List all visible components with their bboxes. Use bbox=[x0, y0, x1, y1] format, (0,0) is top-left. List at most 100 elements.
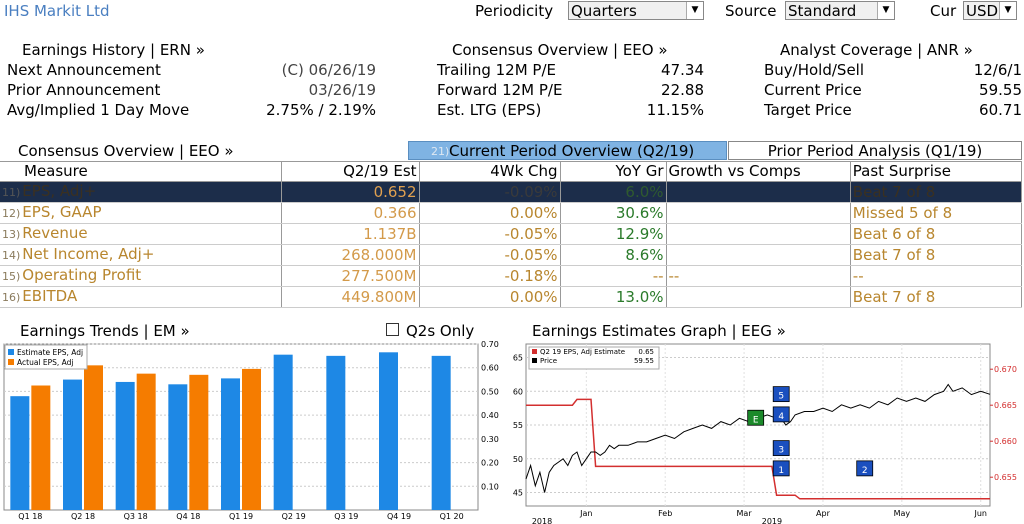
est-ltg-label: Est. LTG (EPS) bbox=[437, 101, 542, 119]
y-tick-label: 0.60 bbox=[481, 364, 499, 373]
consensus-table-title[interactable]: Consensus Overview | EEO » bbox=[18, 142, 234, 160]
source-value: Standard bbox=[788, 2, 857, 20]
legend-label: Q2 19 EPS, Adj Estimate bbox=[540, 348, 625, 356]
prior-announcement-label: Prior Announcement bbox=[7, 81, 161, 99]
actual-bar bbox=[84, 365, 103, 510]
next-announcement-label: Next Announcement bbox=[7, 61, 161, 79]
forward-pe-label: Forward 12M P/E bbox=[437, 81, 563, 99]
x-tick-label: Jun bbox=[973, 509, 987, 518]
analyst-count-marker-icon bbox=[772, 406, 790, 423]
tab-current-number: 21) bbox=[431, 145, 450, 158]
earnings-history-title[interactable]: Earnings History | ERN » bbox=[22, 41, 205, 59]
cur-label: Cur bbox=[930, 2, 957, 20]
x-tick-label: Q1 18 bbox=[18, 512, 42, 521]
y-tick-label: 0.10 bbox=[481, 482, 499, 491]
y-tick-label: 0.70 bbox=[481, 340, 499, 349]
cell-growth-vs-comps bbox=[666, 244, 851, 266]
col-growth-vs-comps[interactable]: Growth vs Comps bbox=[666, 161, 851, 182]
legend-swatch-estimate bbox=[8, 349, 14, 355]
avg-implied-move-label: Avg/Implied 1 Day Move bbox=[7, 101, 190, 119]
x-tick-label: Q1 19 bbox=[229, 512, 253, 521]
currency-value: USD bbox=[966, 2, 999, 20]
analyst-coverage-title[interactable]: Analyst Coverage | ANR » bbox=[780, 41, 973, 59]
analyst-count-marker-icon bbox=[856, 460, 874, 477]
x-tick-label: Q3 19 bbox=[334, 512, 358, 521]
marker-label: 4 bbox=[778, 412, 784, 422]
cell-yoy-gr: 8.6% bbox=[560, 244, 667, 266]
y-tick-label: 0.40 bbox=[481, 411, 499, 420]
col-4wk-chg[interactable]: 4Wk Chg bbox=[419, 161, 561, 182]
marker-label: 2 bbox=[862, 466, 868, 476]
legend-label-actual: Actual EPS, Adj bbox=[17, 358, 74, 367]
table-row[interactable]: 12) EPS, GAAP 0.366 0.00% 30.6% Missed 5 … bbox=[0, 202, 1023, 224]
current-price-label: Current Price bbox=[764, 81, 862, 99]
security-title[interactable]: IHS Markit Ltd bbox=[4, 2, 110, 20]
chevron-down-icon[interactable]: ▼ bbox=[877, 2, 894, 19]
x-tick-label: Q2 18 bbox=[71, 512, 95, 521]
currency-dropdown[interactable]: USD ▼ bbox=[963, 1, 1017, 20]
col-estimate[interactable]: Q2/19 Est bbox=[281, 161, 420, 182]
prior-announcement-value: 03/26/19 bbox=[308, 81, 376, 99]
estimate-line bbox=[526, 398, 990, 500]
legend-swatch-actual bbox=[8, 359, 14, 365]
cell-estimate: 1.137B bbox=[281, 223, 420, 245]
cell-measure: 12) EPS, GAAP bbox=[0, 202, 282, 224]
source-dropdown[interactable]: Standard ▼ bbox=[785, 1, 895, 20]
estimate-bar bbox=[168, 384, 188, 510]
periodicity-value: Quarters bbox=[571, 2, 637, 20]
y-right-tick-label: 0.670 bbox=[994, 365, 1017, 374]
cell-yoy-gr: -- bbox=[560, 265, 667, 287]
legend-value: 59.55 bbox=[634, 357, 654, 365]
y-tick-label: 0.30 bbox=[481, 435, 499, 444]
tab-current-period[interactable]: 21) Current Period Overview (Q2/19) bbox=[408, 141, 727, 160]
y-right-tick-label: 0.665 bbox=[994, 401, 1017, 410]
estimate-bar bbox=[115, 381, 135, 510]
y-tick-label: 0.20 bbox=[481, 459, 499, 468]
earnings-marker-icon bbox=[747, 409, 765, 426]
estimate-bar bbox=[273, 354, 293, 510]
periodicity-dropdown[interactable]: Quarters ▼ bbox=[568, 1, 704, 20]
col-measure[interactable]: Measure bbox=[0, 161, 282, 182]
table-row[interactable]: 13) Revenue 1.137B -0.05% 12.9% Beat 6 of… bbox=[0, 223, 1023, 245]
estimate-bar bbox=[379, 352, 398, 510]
analyst-count-marker-icon bbox=[772, 460, 790, 477]
x-tick-label: Apr bbox=[816, 509, 831, 518]
cell-past-surprise: Beat 7 of 8 bbox=[850, 181, 1023, 203]
estimate-bar bbox=[63, 379, 82, 510]
plot-area bbox=[3, 343, 479, 511]
earnings-trends-title[interactable]: Earnings Trends | EM » bbox=[20, 322, 190, 340]
chevron-down-icon[interactable]: ▼ bbox=[686, 2, 703, 19]
buy-hold-sell-label: Buy/Hold/Sell bbox=[764, 61, 865, 79]
cell-measure: 14) Net Income, Adj+ bbox=[0, 244, 282, 266]
col-past-surprise[interactable]: Past Surprise bbox=[850, 161, 1023, 182]
buy-hold-sell-value: 12/6/1 bbox=[973, 61, 1022, 79]
col-yoy-gr[interactable]: YoY Gr bbox=[560, 161, 667, 182]
tab-prior-period[interactable]: Prior Period Analysis (Q1/19) bbox=[728, 141, 1022, 160]
q2s-only-label: Q2s Only bbox=[406, 322, 475, 340]
y-right-tick-label: 0.660 bbox=[994, 437, 1017, 446]
chevron-down-icon[interactable]: ▼ bbox=[999, 2, 1016, 19]
legend-box bbox=[4, 344, 88, 370]
consensus-overview-title[interactable]: Consensus Overview | EEO » bbox=[452, 41, 668, 59]
marker-label: 1 bbox=[778, 466, 784, 476]
earnings-estimates-graph-title[interactable]: Earnings Estimates Graph | EEG » bbox=[532, 322, 786, 340]
table-row[interactable]: 14) Net Income, Adj+ 268.000M -0.05% 8.6%… bbox=[0, 244, 1023, 266]
table-row[interactable]: 16) EBITDA 449.800M 0.00% 13.0% Beat 7 of… bbox=[0, 286, 1023, 308]
x-tick-label: Q2 19 bbox=[282, 512, 306, 521]
price-line bbox=[525, 383, 991, 493]
actual-bar bbox=[189, 374, 209, 510]
cell-yoy-gr: 30.6% bbox=[560, 202, 667, 224]
y-right-tick-label: 0.655 bbox=[994, 473, 1017, 482]
estimate-bar bbox=[431, 355, 451, 510]
table-row[interactable]: 11) EPS, Adj+ 0.652 -0.09% 6.0% Beat 7 of… bbox=[0, 181, 1023, 203]
table-row[interactable]: 15) Operating Profit 277.500M -0.18% -- -… bbox=[0, 265, 1023, 287]
y-left-tick-label: 50 bbox=[513, 455, 523, 464]
est-ltg-value: 11.15% bbox=[646, 101, 704, 119]
x-tick-label: Q1 20 bbox=[440, 512, 464, 521]
avg-implied-move-value: 2.75% / 2.19% bbox=[266, 101, 376, 119]
q2s-only-checkbox[interactable] bbox=[386, 323, 399, 336]
marker-label: 5 bbox=[778, 392, 784, 402]
current-price-value: 59.55 bbox=[979, 81, 1022, 99]
cell-measure: 13) Revenue bbox=[0, 223, 282, 245]
cell-yoy-gr: 13.0% bbox=[560, 286, 667, 308]
